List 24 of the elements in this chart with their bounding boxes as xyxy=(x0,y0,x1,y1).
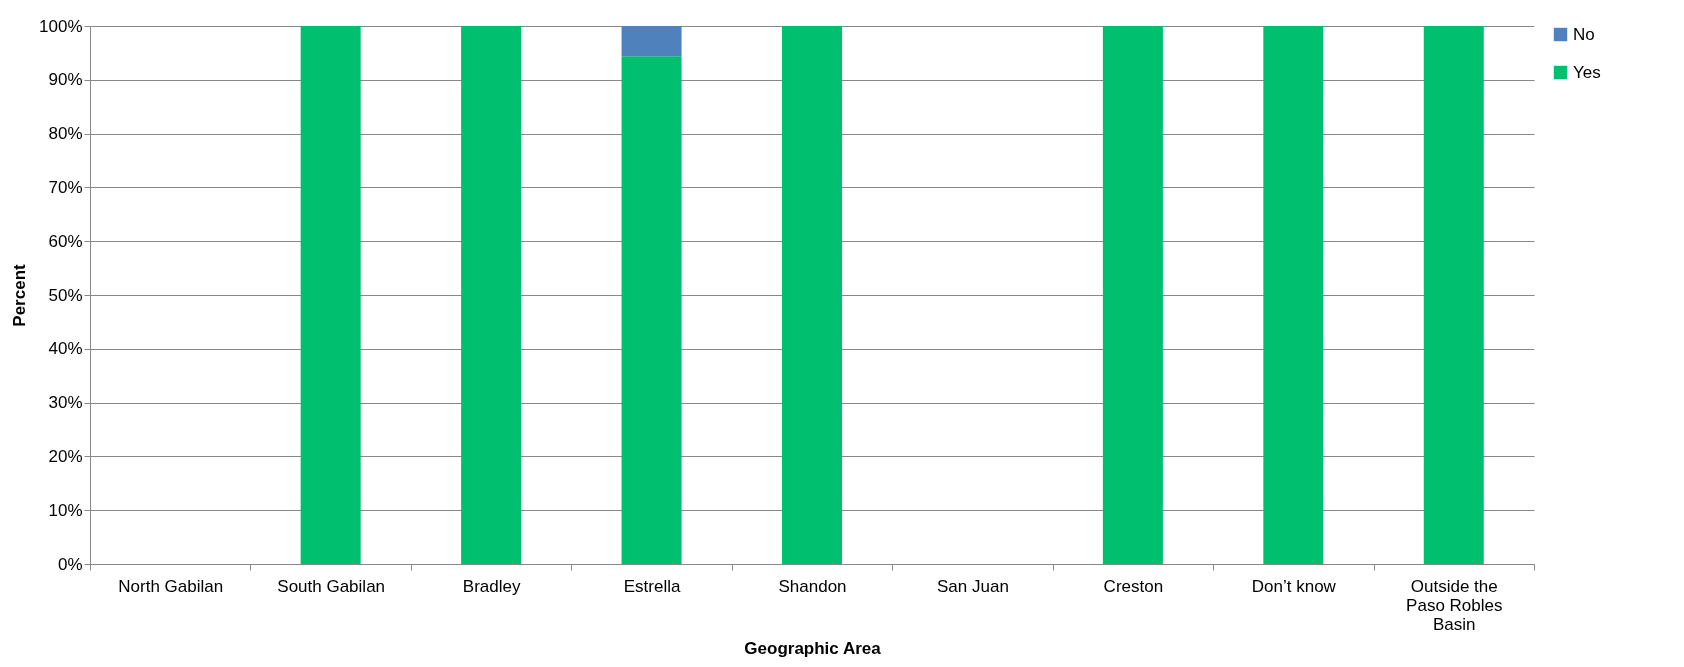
y-tick-label: 90% xyxy=(48,70,83,90)
x-tick-label: Don’t know xyxy=(1251,576,1337,596)
y-tick-label: 30% xyxy=(48,393,83,413)
x-tick-label: Outside the Paso Robles Basin xyxy=(1406,576,1503,634)
y-tick-label: 40% xyxy=(48,339,83,359)
x-tick-label: South Gabilan xyxy=(277,576,386,596)
x-tick-label: San Juan xyxy=(937,576,1009,596)
y-tick-label: 60% xyxy=(48,231,83,251)
legend-label: Yes xyxy=(1573,62,1601,82)
x-tick-label: Creston xyxy=(1103,576,1164,596)
y-tick-label: 20% xyxy=(48,446,83,466)
legend-label: No xyxy=(1573,24,1595,44)
y-tick-label: 70% xyxy=(48,177,83,197)
x-tick-label: Estrella xyxy=(623,576,681,596)
x-tick-label: Bradley xyxy=(462,576,521,596)
y-tick-label: 10% xyxy=(48,500,83,520)
x-axis-title: Geographic Area xyxy=(744,638,882,658)
y-axis-title: Percent xyxy=(10,263,30,327)
x-tick-label: North Gabilan xyxy=(118,576,224,596)
y-tick-label: 80% xyxy=(48,124,83,144)
y-tick-label: 100% xyxy=(39,16,83,36)
x-tick-label: Shandon xyxy=(778,576,847,596)
y-tick-label: 50% xyxy=(48,285,83,305)
y-tick-label: 0% xyxy=(57,554,83,574)
